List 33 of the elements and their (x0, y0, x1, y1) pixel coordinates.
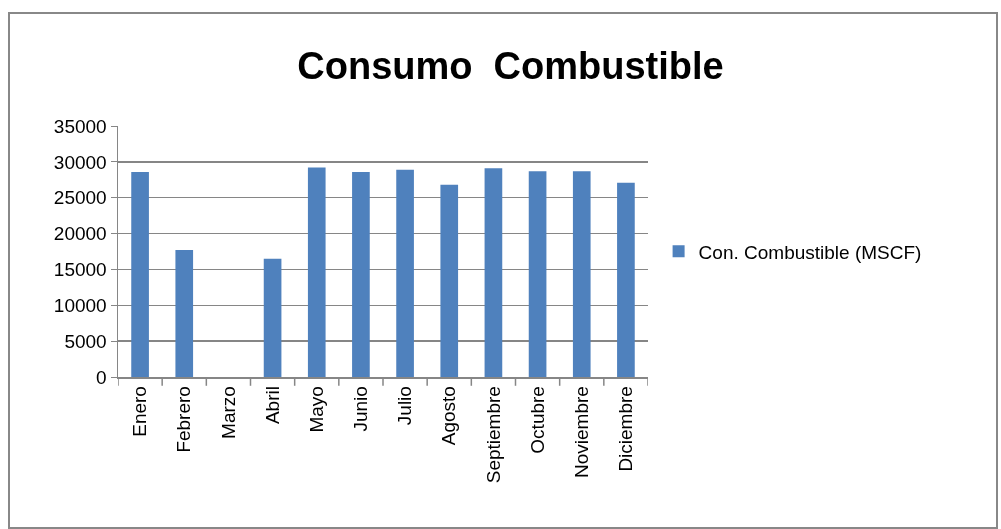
bar (131, 171, 149, 377)
y-tick-label: 15000 (53, 259, 107, 281)
bar (263, 258, 282, 377)
y-tick-label: 10000 (53, 294, 107, 316)
x-tick-label: Septiembre (482, 386, 504, 484)
bar (528, 171, 547, 377)
bar (352, 171, 370, 377)
x-tick-label: Abril (261, 386, 283, 425)
y-tick-label: 30000 (53, 151, 107, 173)
bar (617, 182, 635, 377)
y-tick-label: 5000 (64, 330, 107, 352)
x-tick-label: Marzo (217, 386, 239, 439)
bar (307, 167, 326, 377)
x-tick-label: Octubre (526, 386, 548, 454)
x-tick-label: Junio (350, 386, 372, 432)
x-tick-label: Enero (129, 386, 151, 437)
y-tick-label: 25000 (53, 187, 107, 209)
y-tick-label: 0 (96, 366, 107, 388)
x-tick-label: Noviembre (570, 386, 592, 478)
bar (175, 250, 194, 377)
legend-label: Con. Combustible (MSCF) (698, 241, 922, 263)
y-tick-label: 20000 (53, 223, 107, 245)
chart-title: Consumo Combustible (297, 45, 724, 88)
x-tick-label: Julio (394, 386, 416, 426)
bar (484, 168, 503, 377)
y-tick-label: 35000 (53, 115, 107, 137)
bar (396, 169, 414, 377)
bar (572, 171, 591, 377)
x-tick-label: Mayo (305, 386, 327, 433)
bar (440, 184, 459, 377)
x-tick-label: Febrero (173, 386, 195, 453)
x-tick-label: Agosto (438, 386, 460, 446)
x-tick-label: Diciembre (615, 386, 637, 472)
